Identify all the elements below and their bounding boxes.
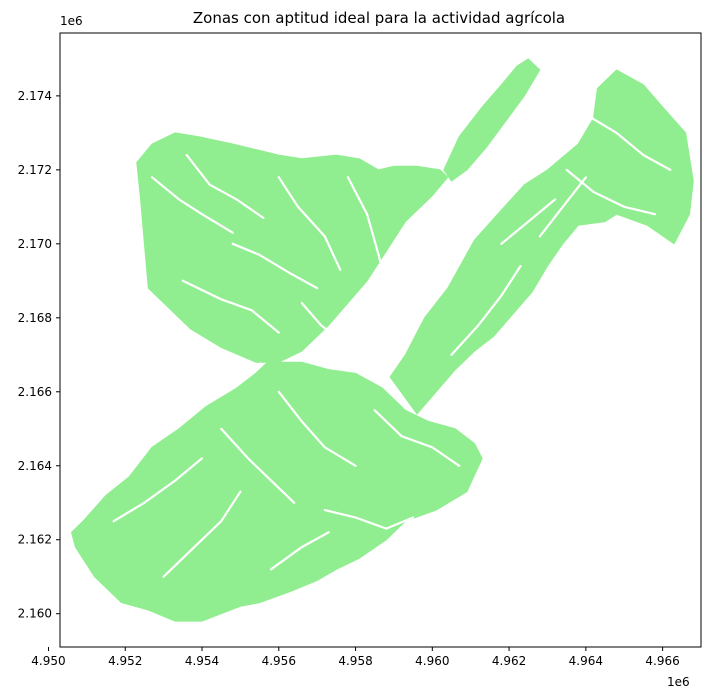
zone-polygon-southwest-lobe	[70, 361, 483, 622]
drainage-gap	[181, 279, 280, 334]
x-tick-label: 4.960	[415, 654, 449, 668]
x-offset-label: 1e6	[667, 675, 690, 689]
x-tick-label: 4.958	[338, 654, 372, 668]
y-tick-label: 2.164	[18, 459, 52, 473]
y-tick-label: 2.168	[18, 311, 52, 325]
x-tick-label: 4.956	[262, 654, 296, 668]
drainage-gap	[584, 113, 672, 171]
drainage-gap	[185, 154, 265, 219]
drainage-gap	[162, 490, 242, 578]
drainage-gap	[277, 390, 357, 467]
y-tick-label: 2.166	[18, 385, 52, 399]
zone-polygon-narrow-northeast-band	[389, 69, 694, 415]
y-axis: 2.160 2.162 2.164 2.166 2.168 2.170 2.172 2.174	[18, 89, 60, 621]
y-tick-label: 2.170	[18, 237, 52, 251]
map-area	[70, 58, 694, 622]
drainage-gap	[565, 168, 657, 216]
drainage-gap	[373, 409, 461, 467]
x-tick-label: 4.950	[31, 654, 65, 668]
drainage-gap	[270, 531, 330, 571]
y-tick-label: 2.174	[18, 89, 52, 103]
zone-polygon-northwest-lobe	[136, 132, 449, 363]
plot-frame	[59, 32, 702, 648]
x-tick-label: 4.962	[492, 654, 526, 668]
x-tick-label: 4.952	[108, 654, 142, 668]
x-axis: 4.950 4.952 4.954 4.956 4.958 4.960 4.962 4.964…	[31, 647, 680, 668]
drainage-gap	[500, 198, 557, 245]
drainage-gap	[538, 176, 588, 238]
drainage-gap	[450, 264, 522, 356]
drainage-gap	[112, 457, 204, 523]
drainage-gap	[300, 301, 342, 342]
drainage-gap	[277, 176, 342, 271]
x-tick-label: 4.964	[569, 654, 603, 668]
drainage-gap	[231, 242, 319, 290]
y-offset-label: 1e6	[60, 14, 83, 28]
y-tick-label: 2.162	[18, 533, 52, 547]
drainage-gap	[151, 176, 234, 234]
y-tick-label: 2.172	[18, 163, 52, 177]
chart-title: Zonas con aptitud ideal para la activida…	[193, 9, 565, 27]
y-tick-label: 2.160	[18, 607, 52, 621]
x-tick-label: 4.954	[185, 654, 219, 668]
drainage-gap	[346, 176, 388, 290]
drainage-gap	[323, 509, 415, 530]
x-tick-label: 4.966	[645, 654, 679, 668]
drainage-gap	[220, 427, 296, 504]
zone-polygon-north-central-strip	[443, 58, 541, 182]
